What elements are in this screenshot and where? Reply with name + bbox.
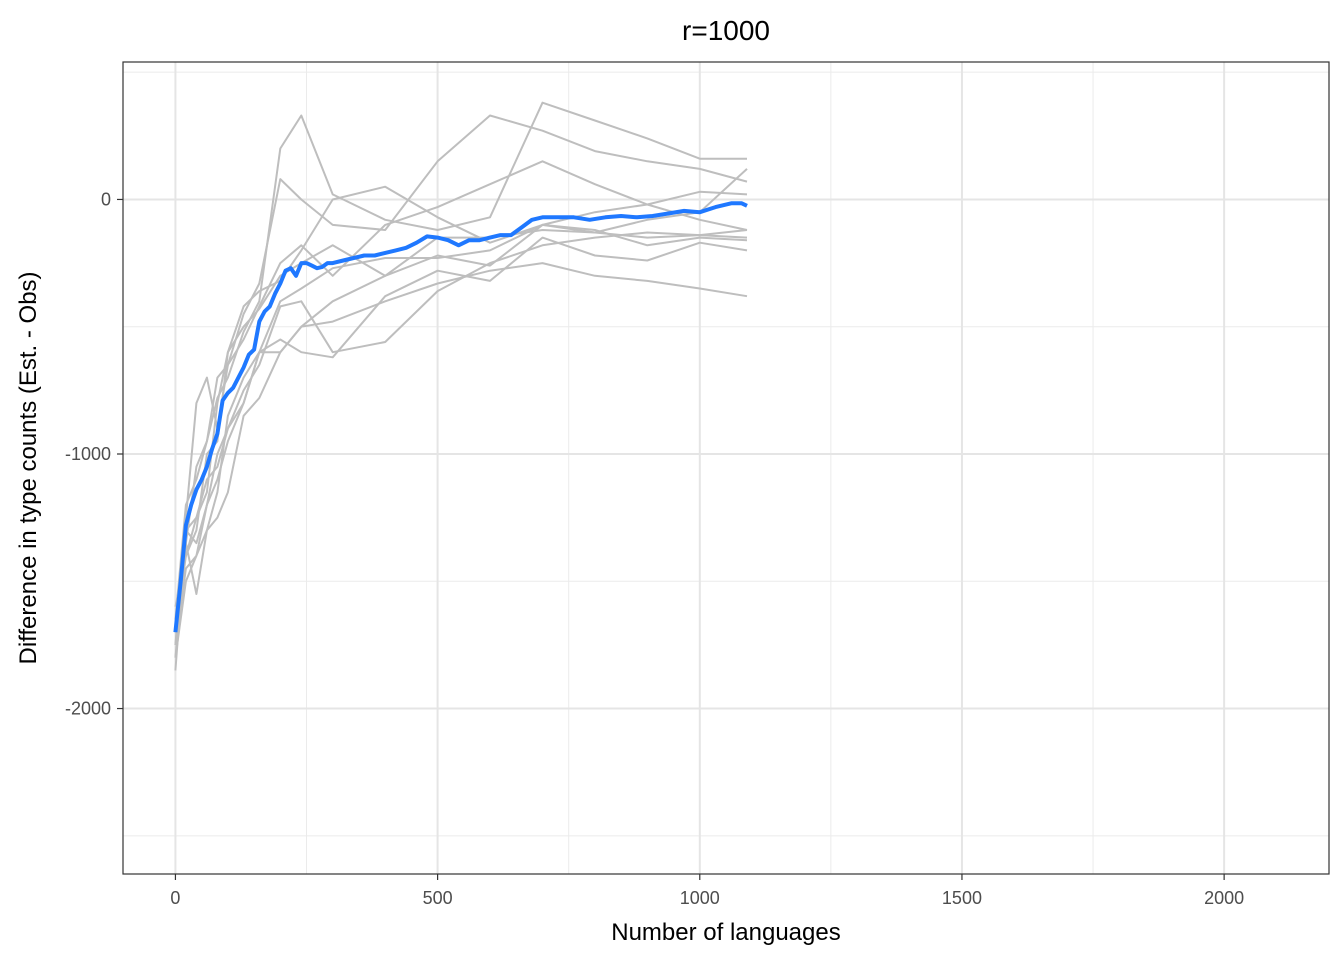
- grid: [123, 62, 1329, 874]
- x-tick-label: 500: [423, 888, 453, 908]
- x-tick-label: 1000: [680, 888, 720, 908]
- simulation-series-line-1: [174, 101, 747, 658]
- axes: 0 500 1000 1500 2000 -2000 -1000 0: [65, 189, 1244, 908]
- y-tick-label: 0: [101, 189, 111, 209]
- y-axis-title: Difference in type counts (Est. - Obs): [15, 271, 42, 664]
- mean-line-layer: [173, 201, 748, 633]
- x-axis-title: Number of languages: [611, 919, 840, 946]
- simulation-series-line-4: [174, 160, 748, 620]
- simulation-lines: [174, 101, 748, 671]
- simulation-series-line-3: [174, 185, 748, 607]
- y-tick-label: -2000: [65, 699, 111, 719]
- chart-title: r=1000: [682, 15, 770, 46]
- simulation-series-line-7: [174, 236, 748, 646]
- mean-series-line: [173, 201, 748, 633]
- simulation-series-line-10: [174, 229, 748, 633]
- x-tick-label: 2000: [1204, 888, 1244, 908]
- x-tick-label: 0: [170, 888, 180, 908]
- simulation-series-line-9: [174, 262, 748, 671]
- y-tick-label: -1000: [65, 444, 111, 464]
- simulation-series-line-2: [174, 114, 748, 645]
- panel-border: [122, 61, 1330, 875]
- x-tick-label: 1500: [942, 888, 982, 908]
- simulation-series-line-8: [174, 168, 748, 633]
